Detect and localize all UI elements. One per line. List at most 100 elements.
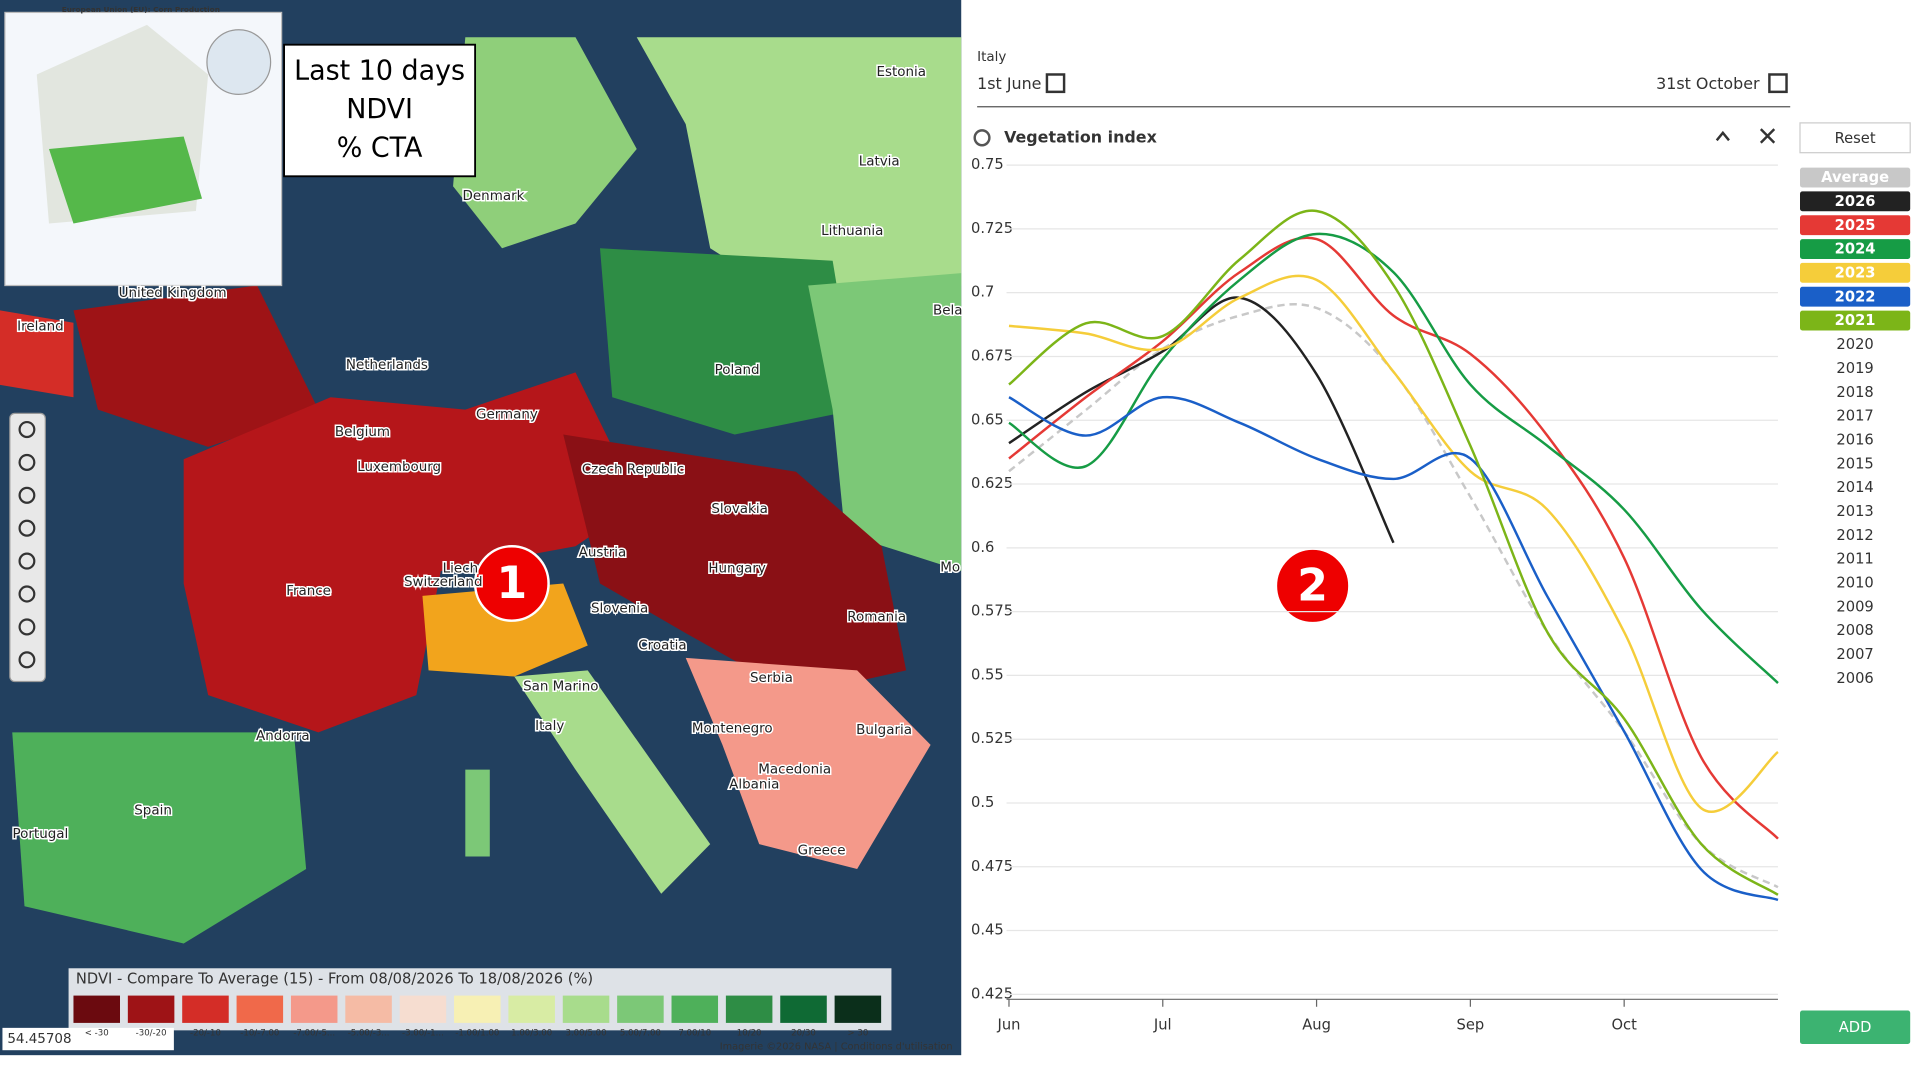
- year-option[interactable]: 2017: [1836, 408, 1873, 425]
- year-option[interactable]: 2014: [1836, 479, 1873, 496]
- legend-swatch: [617, 995, 664, 1023]
- year-option[interactable]: 2016: [1836, 431, 1873, 448]
- year-option[interactable]: 2015: [1836, 455, 1873, 472]
- year-option[interactable]: 2012: [1836, 527, 1873, 544]
- legend-label[interactable]: 2026: [1835, 193, 1876, 210]
- country-label: Hungary: [708, 560, 765, 576]
- legend-label[interactable]: 2024: [1835, 241, 1876, 258]
- tool-icon[interactable]: [18, 618, 36, 636]
- country-label: Luxembourg: [357, 459, 441, 475]
- legend-label: -30/-20: [136, 1028, 167, 1038]
- close-button[interactable]: [1759, 128, 1776, 144]
- calendar-icon[interactable]: [1045, 73, 1066, 94]
- country-label: Poland: [715, 362, 760, 378]
- marker-label: 2: [1297, 560, 1328, 611]
- reset-button[interactable]: [1799, 122, 1911, 154]
- year-option[interactable]: 2013: [1836, 503, 1873, 520]
- country-label: Mo: [940, 559, 960, 575]
- legend-label: 5.00/7.00: [620, 1028, 661, 1038]
- year-option[interactable]: 2010: [1836, 574, 1873, 591]
- legend-swatch: [834, 995, 882, 1023]
- series-line: [1008, 296, 1395, 544]
- year-option[interactable]: 2008: [1836, 622, 1873, 639]
- legend-button[interactable]: [1800, 286, 1911, 307]
- country-label: Albania: [729, 776, 779, 792]
- land: [600, 248, 858, 435]
- series-line: [1008, 236, 1779, 840]
- tool-icon[interactable]: [18, 453, 36, 471]
- end-date[interactable]: 31st October: [1656, 74, 1760, 93]
- legend-swatch: [508, 995, 555, 1023]
- tool-icon[interactable]: [18, 552, 36, 570]
- legend-label[interactable]: 2025: [1835, 217, 1876, 234]
- tool-icon[interactable]: [18, 486, 36, 504]
- country-label: Greece: [798, 842, 846, 858]
- calendar-icon[interactable]: [1768, 73, 1788, 94]
- country-label: Slovakia: [711, 501, 767, 517]
- legend-button[interactable]: [1800, 167, 1911, 188]
- x-tick-label: Jul: [1153, 1016, 1172, 1033]
- land: [12, 732, 307, 944]
- start-date[interactable]: 1st June: [977, 74, 1041, 93]
- legend-button[interactable]: [1800, 191, 1911, 212]
- legend-label: 20/30: [791, 1028, 816, 1038]
- tool-icon[interactable]: [18, 651, 36, 669]
- year-option[interactable]: 2019: [1836, 360, 1873, 377]
- year-option[interactable]: 2018: [1836, 384, 1873, 401]
- legend-label[interactable]: 2023: [1835, 264, 1876, 281]
- inset-title: European Union (EU): Corn Production: [62, 5, 220, 14]
- y-tick-label: 0.725: [971, 220, 1013, 237]
- series-line: [1008, 232, 1779, 684]
- series-line: [1008, 395, 1779, 902]
- series-line: [1008, 209, 1779, 896]
- map-toolbar[interactable]: [9, 412, 46, 683]
- tool-icon[interactable]: [18, 420, 36, 439]
- legend-button[interactable]: [1800, 239, 1911, 259]
- legend-swatch: [454, 995, 501, 1023]
- legend-swatch: [73, 995, 120, 1023]
- info-text: % CTA: [337, 132, 423, 163]
- y-tick-label: 0.675: [971, 347, 1013, 364]
- country-label: Montenegro: [692, 721, 773, 737]
- country-label: San Marino: [523, 678, 598, 694]
- reset-label[interactable]: Reset: [1835, 130, 1876, 147]
- chart-title: Vegetation index: [1004, 127, 1157, 146]
- land: [685, 657, 931, 869]
- series-line: [1008, 274, 1779, 813]
- year-option[interactable]: 2009: [1836, 598, 1873, 615]
- legend-label: > 30: [847, 1028, 868, 1038]
- inset-production: [48, 136, 203, 224]
- marker: [473, 544, 550, 622]
- legend-swatch: [290, 995, 338, 1023]
- country-label: Macedonia: [758, 762, 831, 778]
- country-label: Croatia: [638, 637, 686, 653]
- y-tick-label: 0.575: [971, 603, 1013, 620]
- tool-icon[interactable]: [18, 519, 36, 537]
- coord-box: [2, 1027, 174, 1051]
- legend-button[interactable]: [1800, 262, 1911, 283]
- add-label[interactable]: ADD: [1839, 1019, 1872, 1036]
- marker-label: 1: [496, 558, 527, 609]
- collapse-button[interactable]: [1715, 130, 1730, 142]
- legend-label[interactable]: 2022: [1835, 288, 1876, 305]
- tool-icon[interactable]: [18, 585, 36, 603]
- legend-label[interactable]: 2021: [1835, 312, 1876, 329]
- year-option[interactable]: 2020: [1836, 336, 1873, 353]
- year-option[interactable]: 2011: [1836, 551, 1873, 568]
- legend-button[interactable]: [1800, 215, 1911, 236]
- country-label: Serbia: [750, 670, 793, 686]
- legend-label: 7.00/10: [678, 1028, 711, 1038]
- coordinates: 54.45708: [7, 1031, 71, 1047]
- legend-button[interactable]: [1800, 310, 1911, 331]
- year-option[interactable]: 2007: [1836, 646, 1873, 663]
- legend-label: -5.00/-3...: [348, 1028, 390, 1038]
- country-label: Denmark: [463, 188, 525, 204]
- country-label: United Kingdom: [119, 285, 227, 301]
- legend-label: -10/-7.00: [240, 1028, 279, 1038]
- year-option[interactable]: 2006: [1836, 670, 1873, 687]
- add-button[interactable]: [1800, 1010, 1911, 1044]
- country-label: Latvia: [859, 153, 900, 169]
- legend-label: 10/20: [737, 1028, 762, 1038]
- legend-label[interactable]: Average: [1821, 169, 1889, 186]
- country-label: Andorra: [256, 728, 310, 744]
